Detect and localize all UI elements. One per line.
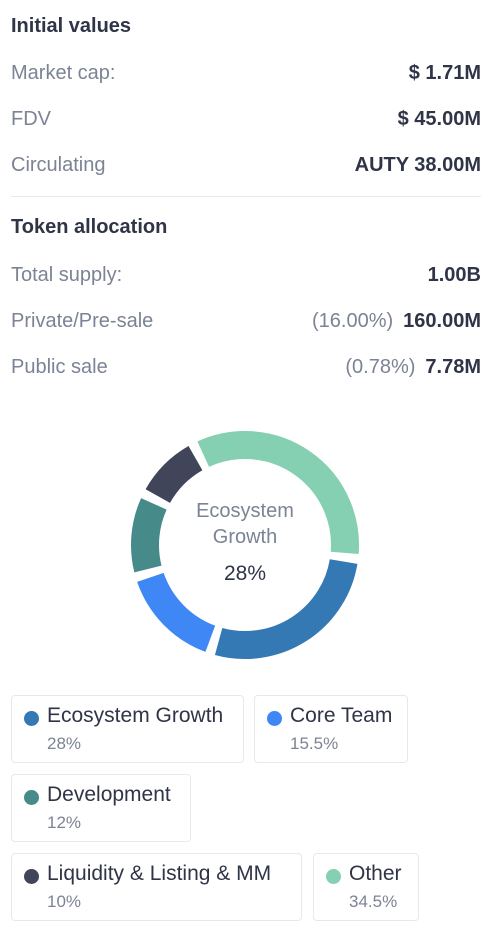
circulating-label: Circulating [11, 153, 106, 176]
slice-liquidity-listing-mm[interactable] [145, 445, 203, 504]
allocation-donut-chart [131, 431, 359, 659]
private-presale-value: 160.00M [403, 309, 481, 332]
fdv-label: FDV [11, 107, 51, 130]
legend-item-core-team[interactable]: Core Team 15.5% [254, 695, 408, 763]
slice-other[interactable] [197, 431, 359, 554]
market-cap-row: Market cap: $ 1.71M [11, 58, 481, 88]
section-divider [11, 196, 481, 197]
public-sale-row: Public sale (0.78%) 7.78M [11, 352, 481, 382]
private-presale-percent: (16.00%) [312, 309, 394, 332]
legend-item-liquidity-listing-mm[interactable]: Liquidity & Listing & MM 10% [11, 853, 302, 921]
total-supply-value: 1.00B [427, 263, 481, 286]
legend-item-label: Liquidity & Listing & MM [47, 862, 272, 885]
legend-item-label: Other [349, 862, 402, 885]
legend-item-label: Development [47, 783, 171, 806]
legend-item-percent: 10% [47, 892, 82, 911]
total-supply-row: Total supply: 1.00B [11, 260, 481, 290]
legend-item-development[interactable]: Development 12% [11, 774, 191, 842]
slice-core-team[interactable] [137, 572, 216, 652]
public-sale-percent: (0.78%) [345, 355, 416, 378]
market-cap-label: Market cap: [11, 61, 116, 84]
private-presale-row: Private/Pre-sale (16.00%) 160.00M [11, 306, 481, 336]
legend-color-dot [267, 711, 282, 726]
fdv-row: FDV $ 45.00M [11, 104, 481, 134]
total-supply-label: Total supply: [11, 263, 123, 286]
legend-item-other[interactable]: Other 34.5% [313, 853, 419, 921]
initial-values-title: Initial values [11, 15, 132, 37]
circulating-row: Circulating AUTY 38.00M [11, 150, 481, 180]
legend-color-dot [24, 869, 39, 884]
legend-item-percent: 28% [47, 734, 82, 753]
legend-item-percent: 34.5% [349, 892, 398, 911]
donut-center-label-line2: Growth [212, 526, 278, 548]
private-presale-label: Private/Pre-sale [11, 309, 154, 332]
slice-development[interactable] [131, 498, 167, 573]
donut-center-label-line1: Ecosystem [196, 500, 294, 522]
legend-item-percent: 15.5% [290, 734, 339, 753]
public-sale-label: Public sale [11, 355, 108, 378]
public-sale-value: 7.78M [425, 355, 481, 378]
fdv-value: $ 45.00M [397, 107, 481, 130]
legend-color-dot [24, 790, 39, 805]
legend-item-percent: 12% [47, 813, 82, 832]
market-cap-value: $ 1.71M [408, 61, 481, 84]
legend-item-label: Ecosystem Growth [47, 704, 224, 727]
donut-center-percent: 28% [223, 562, 267, 585]
circulating-value: AUTY 38.00M [354, 153, 481, 176]
token-allocation-title: Token allocation [11, 216, 168, 238]
legend-color-dot [326, 869, 341, 884]
slice-ecosystem-growth[interactable] [214, 558, 358, 659]
legend-item-ecosystem-growth[interactable]: Ecosystem Growth 28% [11, 695, 244, 763]
legend-color-dot [24, 711, 39, 726]
legend-item-label: Core Team [290, 704, 393, 727]
